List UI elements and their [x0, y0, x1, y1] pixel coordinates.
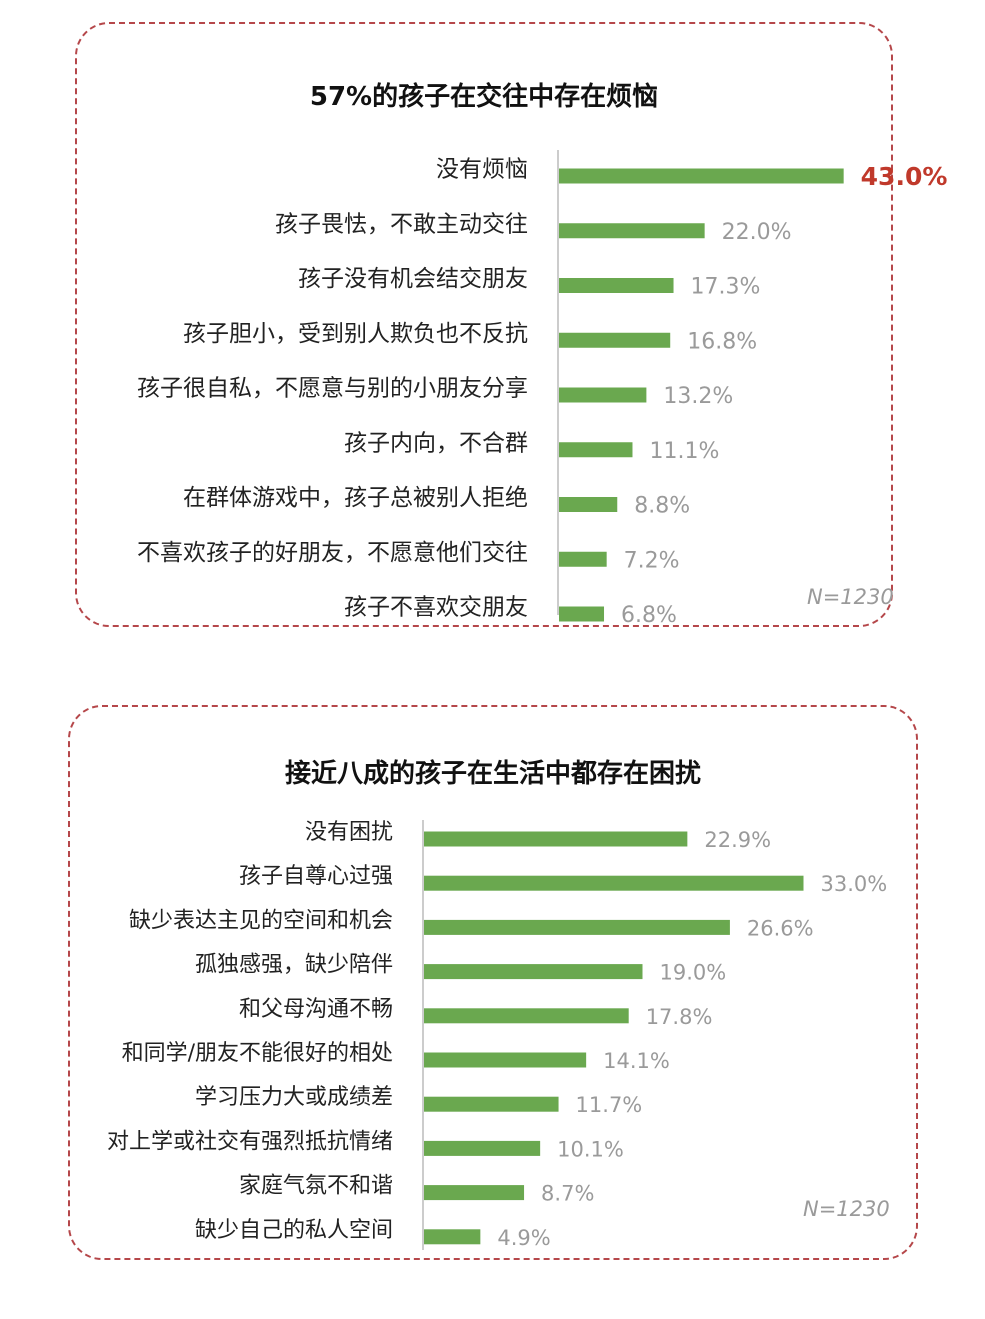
chart2-bar	[424, 1185, 525, 1201]
chart2-bar	[424, 831, 688, 847]
chart2-value-label: 33.0%	[821, 872, 888, 896]
chart-title: 接近八成的孩子在生活中都存在困扰	[284, 759, 701, 789]
chart1-value-label: 8.8%	[634, 494, 690, 519]
chart1-value-label: 17.3%	[691, 275, 761, 300]
sample-size-note: N=1230	[803, 1197, 890, 1221]
chart1-category-label: 孩子没有机会结交朋友	[298, 266, 528, 292]
chart1-value-label: 13.2%	[663, 384, 733, 409]
chart1-value-label: 11.1%	[649, 439, 719, 464]
chart2-bar	[424, 1008, 629, 1024]
chart2-bar	[424, 964, 643, 980]
chart1-bar	[559, 497, 618, 512]
chart2-value-label: 11.7%	[576, 1093, 643, 1117]
chart2-bar	[424, 919, 730, 935]
sample-size-note: N=1230	[807, 585, 894, 609]
chart2-value-label: 22.9%	[704, 828, 771, 852]
chart1-bar	[559, 442, 633, 458]
chart2-bar	[424, 1140, 541, 1156]
chart1-value-label: 43.0%	[861, 162, 948, 191]
chart2-category-label: 孩子自尊心过强	[239, 864, 393, 889]
chart1-category-label: 孩子胆小，受到别人欺负也不反抗	[183, 321, 528, 347]
chart1-bar	[559, 332, 671, 348]
chart2-value-label: 19.0%	[660, 961, 727, 985]
chart-title: 57%的孩子在交往中存在烦恼	[309, 82, 659, 112]
chart2-bar	[424, 1052, 587, 1068]
chart2-category-label: 和父母沟通不畅	[239, 997, 393, 1022]
chart2-value-label: 26.6%	[747, 916, 814, 940]
chart2-value-label: 17.8%	[646, 1005, 713, 1029]
chart2-category-label: 学习压力大或成绩差	[195, 1085, 393, 1110]
chart1-value-label: 7.2%	[624, 548, 680, 573]
chart2-category-label: 缺少表达主见的空间和机会	[129, 908, 393, 933]
chart1-category-label: 在群体游戏中，孩子总被别人拒绝	[183, 485, 528, 511]
chart1-category-label: 孩子不喜欢交朋友	[344, 595, 528, 621]
chart2-category-label: 对上学或社交有强烈抵抗情绪	[107, 1129, 393, 1154]
chart2-bar	[424, 1096, 559, 1112]
chart2-category-label: 没有困扰	[305, 820, 393, 845]
chart2-category-label: 孤独感强，缺少陪伴	[195, 953, 393, 978]
chart2-value-label: 8.7%	[541, 1182, 594, 1206]
chart2-value-label: 14.1%	[603, 1049, 670, 1073]
chart1-bar	[559, 223, 705, 239]
chart1-value-label: 22.0%	[722, 220, 792, 245]
chart1-bar	[559, 606, 605, 622]
chart1-bar	[559, 168, 844, 184]
chart1-bar	[559, 278, 674, 293]
chart1-category-label: 没有烦恼	[436, 157, 528, 183]
chart2-category-label: 和同学/朋友不能很好的相处	[122, 1041, 393, 1066]
chart1-bar	[559, 551, 607, 567]
chart1-value-label: 6.8%	[621, 603, 677, 628]
chart2-category-label: 家庭气氛不和谐	[239, 1174, 393, 1199]
chart1-category-label: 孩子内向，不合群	[344, 430, 528, 456]
chart-panel-2: 接近八成的孩子在生活中都存在困扰 N=1230	[68, 705, 918, 1260]
chart2-value-label: 10.1%	[557, 1137, 624, 1161]
chart2-bar	[424, 875, 804, 891]
chart1-category-label: 不喜欢孩子的好朋友，不愿意他们交往	[137, 540, 528, 566]
chart2-bar	[424, 1229, 481, 1245]
chart1-value-label: 16.8%	[687, 329, 757, 354]
chart1-category-label: 孩子畏怯，不敢主动交往	[275, 211, 528, 237]
chart1-bar	[559, 387, 647, 403]
chart2-value-label: 4.9%	[497, 1226, 550, 1250]
chart-panel-1: 57%的孩子在交往中存在烦恼 N=1230	[75, 22, 894, 627]
chart2-category-label: 缺少自己的私人空间	[195, 1218, 393, 1243]
chart1-category-label: 孩子很自私，不愿意与别的小朋友分享	[137, 376, 528, 402]
